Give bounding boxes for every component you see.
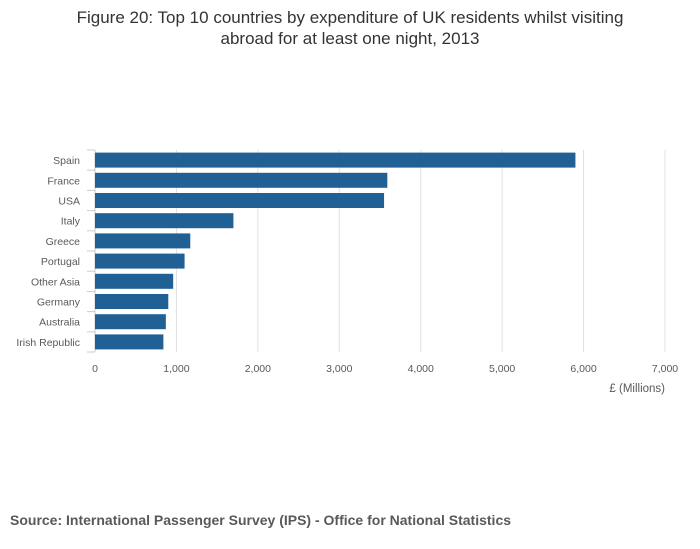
x-tick-label: 2,000 bbox=[245, 363, 271, 375]
x-tick-label: 7,000 bbox=[652, 363, 678, 375]
x-axis-title: £ (Millions) bbox=[609, 383, 665, 395]
category-label: USA bbox=[58, 196, 80, 208]
x-tick-label: 1,000 bbox=[163, 363, 189, 375]
bar-portugal bbox=[95, 253, 185, 269]
bar-irish-republic bbox=[95, 334, 164, 350]
category-label: Spain bbox=[53, 155, 80, 167]
x-tick-label: 0 bbox=[92, 363, 98, 375]
category-label: Germany bbox=[37, 297, 81, 309]
category-label: Australia bbox=[39, 317, 80, 329]
category-label: Portugal bbox=[41, 256, 80, 268]
category-label: Other Asia bbox=[31, 276, 80, 288]
x-tick-label: 6,000 bbox=[570, 363, 596, 375]
bar-france bbox=[95, 172, 388, 188]
x-tick-label: 4,000 bbox=[408, 363, 434, 375]
bar-spain bbox=[95, 152, 576, 168]
bar-australia bbox=[95, 314, 166, 330]
chart-title-line-1: Figure 20: Top 10 countries by expenditu… bbox=[76, 8, 624, 27]
source-note: Source: International Passenger Survey (… bbox=[10, 512, 512, 528]
x-tick-label: 3,000 bbox=[326, 363, 352, 375]
chart-title: Figure 20: Top 10 countries by expenditu… bbox=[0, 7, 700, 49]
category-labels: Spain France USA Italy Greece Portugal Other A… bbox=[16, 155, 80, 349]
bar-italy bbox=[95, 213, 234, 229]
category-label: France bbox=[47, 175, 80, 187]
category-label: Greece bbox=[46, 236, 81, 248]
x-tick-label: 5,000 bbox=[489, 363, 515, 375]
category-axis bbox=[87, 149, 96, 353]
bar-germany bbox=[95, 294, 169, 309]
category-label: Italy bbox=[61, 216, 81, 228]
bar-other-asia bbox=[95, 273, 174, 289]
chart-title-line-2: abroad for at least one night, 2013 bbox=[220, 29, 480, 48]
category-label: Irish Republic bbox=[16, 337, 80, 349]
bar-usa bbox=[95, 193, 385, 208]
bars bbox=[95, 152, 576, 350]
bar-greece bbox=[95, 233, 191, 249]
x-tick-labels: 0 1,000 2,000 3,000 4,000 5,000 6,000 7,000 bbox=[92, 363, 678, 375]
